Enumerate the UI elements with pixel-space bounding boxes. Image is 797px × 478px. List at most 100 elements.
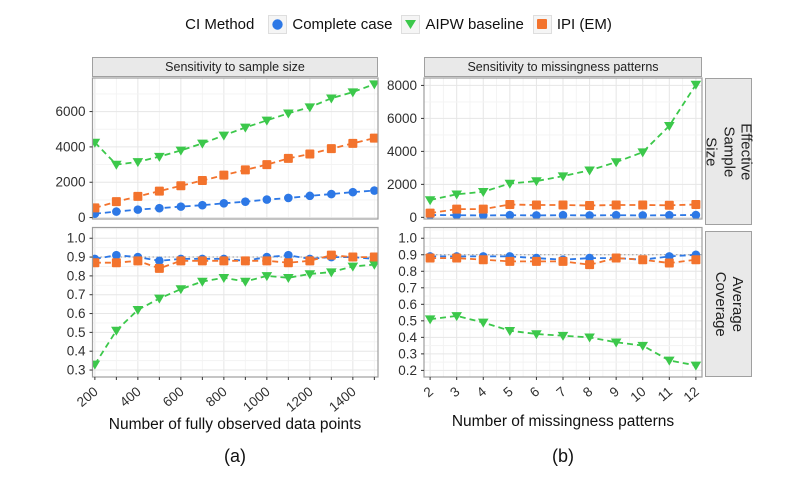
data-point-square (219, 170, 229, 180)
facet-strip-sensitivity-to-sample-size: Sensitivity to sample size (92, 57, 378, 77)
data-point-triangle-down (261, 116, 273, 126)
data-point-square (505, 256, 515, 266)
x-axis-title-left: Number of fully observed data points (108, 416, 362, 433)
circle-marker-icon (272, 18, 284, 30)
x-tick-label: 1000 (240, 384, 273, 415)
data-point-triangle-down (304, 270, 316, 280)
data-point-triangle-down (690, 80, 702, 90)
data-point-triangle-down (477, 318, 489, 328)
y-tick-label: 0.4 (67, 344, 86, 359)
y-tick-label: 0.9 (398, 247, 417, 262)
data-point-square (92, 258, 100, 268)
data-point-square (558, 256, 568, 266)
data-point-triangle-down (283, 109, 294, 119)
data-point-triangle-down (197, 277, 208, 287)
data-point-circle (691, 210, 701, 220)
data-point-triangle-down (240, 277, 251, 287)
data-point-triangle-down (218, 273, 230, 283)
data-point-triangle-down (424, 315, 436, 325)
legend-label-complete-case: Complete case (292, 15, 393, 33)
y-tick-label: 2000 (55, 175, 85, 190)
facet-strip-effective-sample-size-label: Effective Sample Size (702, 122, 755, 181)
data-point-square (585, 260, 595, 270)
data-point-triangle-down (690, 361, 702, 371)
data-point-square (197, 256, 207, 266)
data-point-circle (532, 211, 541, 220)
data-point-triangle-down (610, 158, 622, 168)
y-tick-label: 0 (78, 210, 86, 225)
y-tick-label: 2000 (387, 177, 417, 192)
data-point-triangle-down (154, 294, 165, 304)
data-point-triangle-down (111, 160, 122, 170)
data-point-triangle-down (326, 268, 337, 278)
x-tick-label: 11 (655, 384, 675, 404)
legend: CI Method Complete case AIPW baseline (0, 10, 797, 38)
data-point-triangle-down (92, 138, 101, 148)
data-point-square (611, 200, 621, 210)
data-point-square (531, 200, 541, 210)
data-point-square (691, 199, 701, 209)
data-point-square (240, 165, 250, 175)
y-tick-label: 8000 (387, 78, 417, 93)
data-point-triangle-down (424, 196, 436, 206)
data-point-triangle-down (369, 80, 379, 90)
data-point-square (531, 256, 541, 266)
data-point-triangle-down (111, 326, 122, 336)
y-tick-label: 0 (409, 210, 417, 225)
caption-b: (b) (552, 446, 574, 466)
data-point-triangle-down (326, 94, 337, 104)
data-point-square (326, 144, 336, 154)
data-point-circle (241, 197, 250, 206)
data-point-circle (284, 193, 293, 203)
data-point-square (558, 200, 568, 210)
square-marker-icon (537, 19, 548, 29)
x-tick-label: 600 (160, 384, 187, 410)
data-point-triangle-down (477, 187, 489, 197)
facet-strip-average-coverage: Average Coverage (705, 231, 752, 377)
data-point-square (133, 191, 143, 201)
legend-key-complete-case (268, 14, 288, 34)
legend-label-aipw-baseline: AIPW baseline (425, 15, 524, 33)
x-tick-label: 6 (527, 384, 542, 400)
y-tick-label: 4000 (387, 144, 417, 159)
data-point-triangle-down (347, 262, 359, 272)
data-point-triangle-down (584, 166, 595, 176)
data-point-triangle-down (504, 179, 516, 189)
data-point-circle (348, 187, 358, 197)
x-tick-label: 200 (74, 384, 101, 410)
panel-border (91, 77, 379, 220)
y-tick-label: 0.2 (398, 363, 417, 378)
data-point-square (348, 138, 358, 148)
data-point-square (197, 175, 207, 185)
y-tick-label: 0.7 (398, 280, 417, 295)
data-point-square (305, 256, 315, 266)
data-point-triangle-down (451, 190, 462, 200)
data-point-square (691, 255, 701, 265)
panel-border (423, 77, 703, 220)
data-point-circle (262, 195, 272, 204)
data-point-triangle-down (369, 260, 379, 270)
data-point-triangle-down (175, 285, 187, 295)
series-group (424, 250, 702, 371)
facet-strip-sensitivity-to-missingness-patterns: Sensitivity to missingness patterns (424, 57, 702, 77)
data-point-circle (155, 256, 164, 266)
data-point-square (425, 208, 435, 218)
y-tick-label: 0.7 (67, 287, 86, 302)
data-point-circle (585, 211, 594, 220)
data-point-triangle-down (347, 88, 359, 98)
data-point-square (154, 263, 164, 273)
facet-strip-effective-sample-size: Effective Sample Size (702, 78, 755, 225)
data-point-triangle-down (304, 103, 316, 113)
legend-label-ipi-em: IPI (EM) (556, 15, 612, 33)
facet-strip-average-coverage-label: Average Coverage (711, 271, 746, 337)
panel-border (91, 226, 379, 378)
data-point-triangle-down (451, 312, 462, 322)
y-tick-label: 1.0 (67, 231, 86, 246)
y-tick-label: 0.8 (67, 268, 86, 283)
data-point-triangle-down (283, 273, 294, 283)
data-point-square (305, 149, 315, 159)
data-point-triangle-down (218, 131, 230, 141)
data-point-square (452, 253, 462, 263)
data-point-square (219, 256, 229, 266)
